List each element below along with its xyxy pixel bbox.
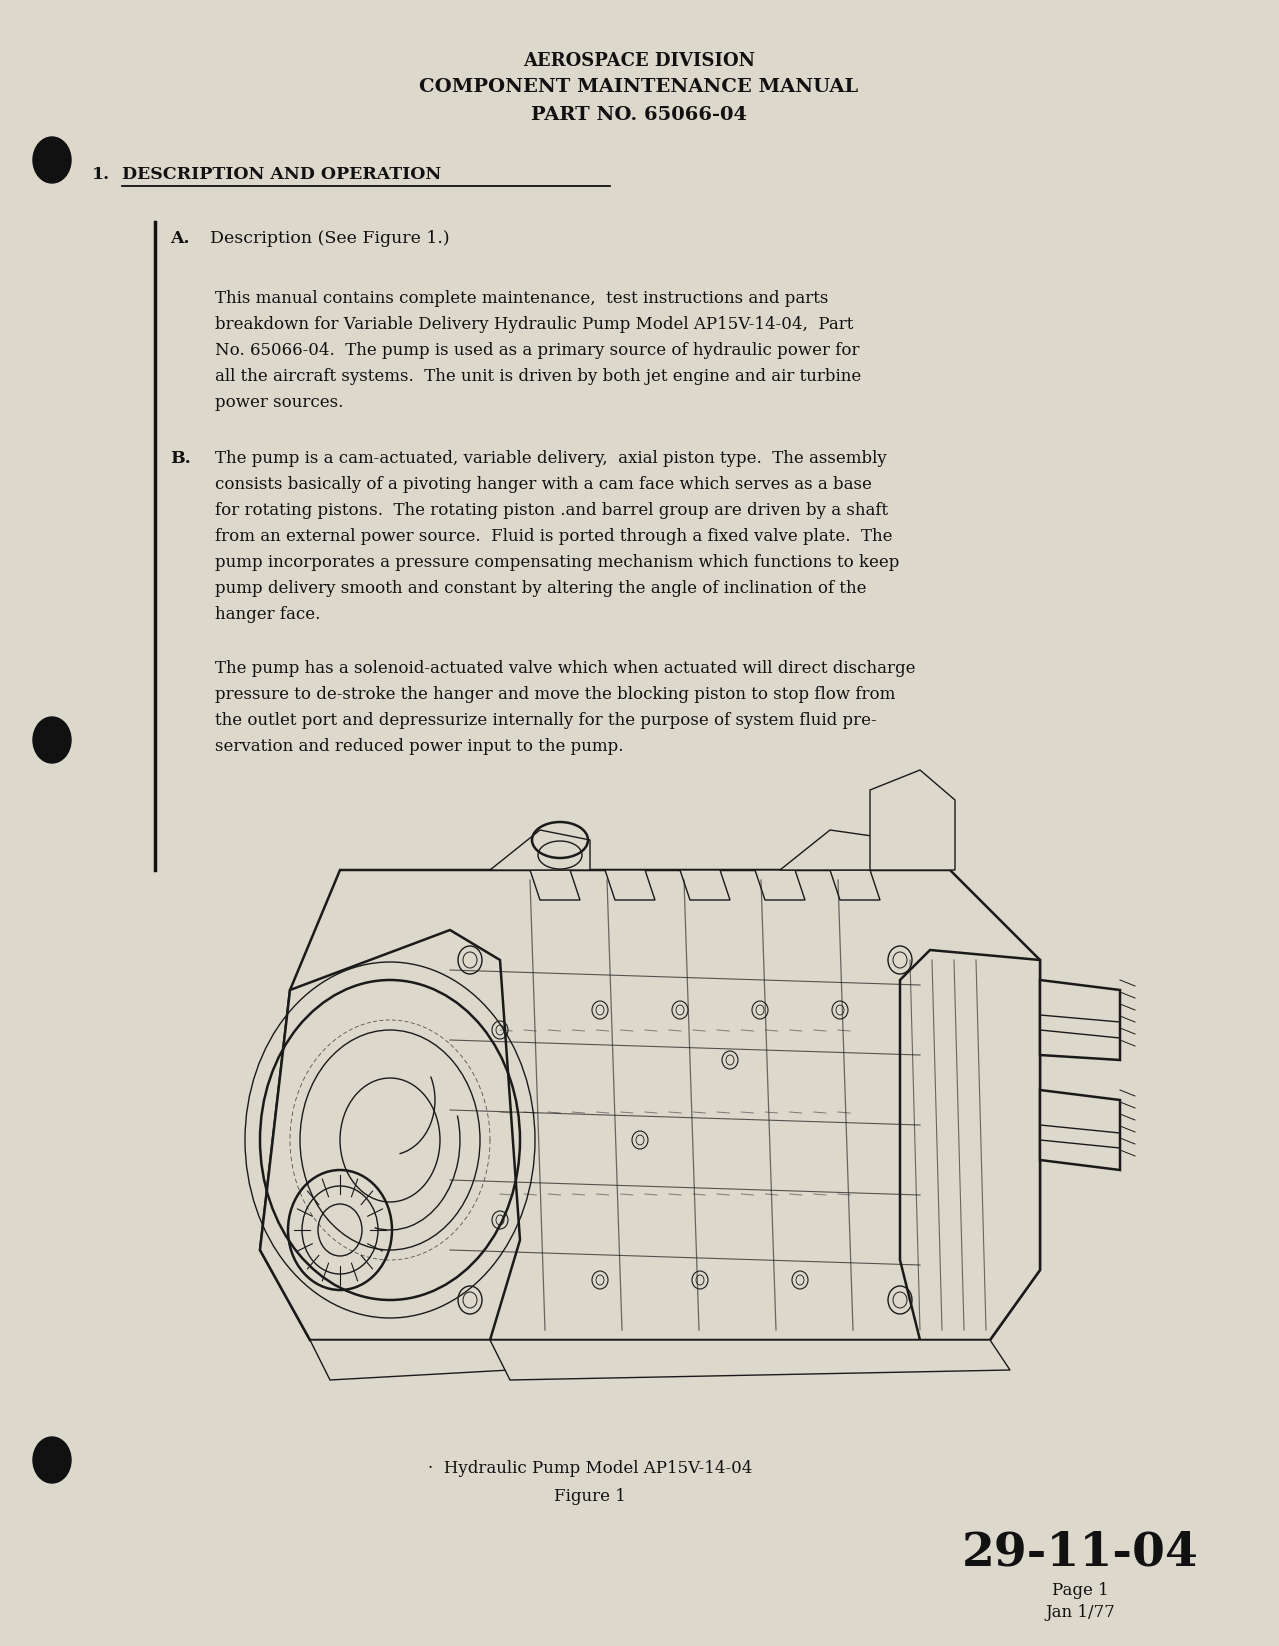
Polygon shape (260, 871, 1040, 1340)
Ellipse shape (33, 718, 72, 764)
Polygon shape (490, 1340, 1010, 1379)
Text: 1.: 1. (92, 166, 110, 183)
Text: ·  Hydraulic Pump Model AP15V-14-04: · Hydraulic Pump Model AP15V-14-04 (427, 1460, 752, 1476)
Polygon shape (755, 871, 804, 900)
Text: The pump is a cam-actuated, variable delivery,  axial piston type.  The assembly: The pump is a cam-actuated, variable del… (215, 449, 886, 467)
Polygon shape (490, 830, 590, 871)
Text: AEROSPACE DIVISION: AEROSPACE DIVISION (523, 53, 755, 71)
Text: Page 1: Page 1 (1051, 1582, 1109, 1598)
Text: the outlet port and depressurize internally for the purpose of system fluid pre-: the outlet port and depressurize interna… (215, 713, 876, 729)
Text: B.: B. (170, 449, 191, 467)
Text: No. 65066-04.  The pump is used as a primary source of hydraulic power for: No. 65066-04. The pump is used as a prim… (215, 342, 859, 359)
Polygon shape (1040, 979, 1120, 1060)
Text: for rotating pistons.  The rotating piston .and barrel group are driven by a sha: for rotating pistons. The rotating pisto… (215, 502, 888, 518)
Ellipse shape (33, 1437, 72, 1483)
Text: pump incorporates a pressure compensating mechanism which functions to keep: pump incorporates a pressure compensatin… (215, 555, 899, 571)
Text: Jan 1/77: Jan 1/77 (1045, 1603, 1115, 1621)
Text: breakdown for Variable Delivery Hydraulic Pump Model AP15V-14-04,  Part: breakdown for Variable Delivery Hydrauli… (215, 316, 853, 332)
Text: PART NO. 65066-04: PART NO. 65066-04 (531, 105, 747, 123)
Polygon shape (260, 930, 521, 1340)
Ellipse shape (33, 137, 72, 183)
Text: pump delivery smooth and constant by altering the angle of inclination of the: pump delivery smooth and constant by alt… (215, 579, 866, 597)
Polygon shape (530, 871, 579, 900)
Polygon shape (830, 871, 880, 900)
Polygon shape (780, 830, 920, 871)
Text: 29-11-04: 29-11-04 (962, 1531, 1198, 1575)
Text: This manual contains complete maintenance,  test instructions and parts: This manual contains complete maintenanc… (215, 290, 829, 308)
Text: servation and reduced power input to the pump.: servation and reduced power input to the… (215, 737, 623, 756)
Text: pressure to de-stroke the hanger and move the blocking piston to stop flow from: pressure to de-stroke the hanger and mov… (215, 686, 895, 703)
Text: from an external power source.  Fluid is ported through a fixed valve plate.  Th: from an external power source. Fluid is … (215, 528, 893, 545)
Text: Figure 1: Figure 1 (554, 1488, 625, 1504)
Text: Description (See Figure 1.): Description (See Figure 1.) (210, 230, 450, 247)
Text: A.: A. (170, 230, 189, 247)
Text: consists basically of a pivoting hanger with a cam face which serves as a base: consists basically of a pivoting hanger … (215, 476, 872, 494)
Text: hanger face.: hanger face. (215, 606, 320, 622)
Text: power sources.: power sources. (215, 393, 343, 412)
Text: DESCRIPTION AND OPERATION: DESCRIPTION AND OPERATION (122, 166, 441, 183)
Polygon shape (310, 1340, 510, 1379)
Polygon shape (680, 871, 730, 900)
Text: The pump has a solenoid-actuated valve which when actuated will direct discharge: The pump has a solenoid-actuated valve w… (215, 660, 916, 677)
Text: all the aircraft systems.  The unit is driven by both jet engine and air turbine: all the aircraft systems. The unit is dr… (215, 369, 861, 385)
Polygon shape (1040, 1090, 1120, 1170)
Polygon shape (870, 770, 955, 871)
Polygon shape (900, 950, 1040, 1340)
Text: COMPONENT MAINTENANCE MANUAL: COMPONENT MAINTENANCE MANUAL (420, 77, 858, 95)
Polygon shape (605, 871, 655, 900)
